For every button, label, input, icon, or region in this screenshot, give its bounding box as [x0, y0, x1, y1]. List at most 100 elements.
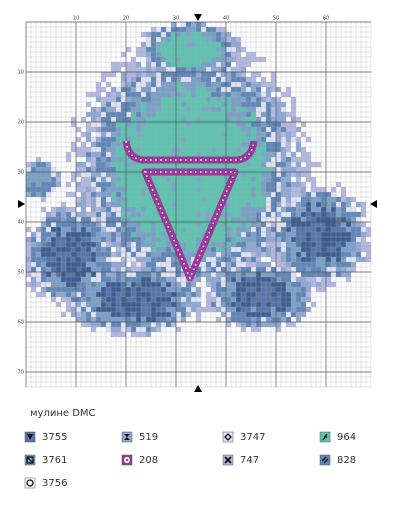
- stitch-cell: [186, 112, 191, 117]
- stitch-cell: [261, 252, 266, 257]
- stitch-cell: [271, 267, 276, 272]
- stitch-cell: [221, 132, 226, 137]
- stitch-cell: [316, 287, 321, 292]
- stitch-cell: [146, 262, 151, 267]
- stitch-cell: [291, 122, 296, 127]
- stitch-cell: [41, 162, 46, 167]
- stitch-cell: [121, 272, 126, 277]
- stitch-cell: [121, 297, 126, 302]
- stitch-cell: [201, 72, 206, 77]
- stitch-cell: [161, 202, 166, 207]
- stitch-cell: [136, 217, 141, 222]
- stitch-cell: [226, 147, 231, 152]
- stitch-cell: [301, 267, 306, 272]
- legend-symbol: [322, 433, 328, 441]
- stitch-cell: [176, 137, 181, 142]
- stitch-cell: [266, 267, 271, 272]
- stitch-cell: [236, 102, 241, 107]
- stitch-cell: [46, 257, 51, 262]
- stitch-cell: [311, 247, 316, 252]
- stitch-cell: [171, 187, 176, 192]
- stitch-cell: [271, 177, 276, 182]
- stitch-cell: [176, 27, 181, 32]
- stitch-cell: [226, 267, 231, 272]
- stitch-cell: [236, 302, 241, 307]
- stitch-cell: [221, 127, 226, 132]
- stitch-cell: [336, 212, 341, 217]
- stitch-cell: [171, 147, 176, 152]
- stitch-cell: [261, 287, 266, 292]
- stitch-cell: [256, 302, 261, 307]
- stitch-cell: [131, 162, 136, 167]
- stitch-cell: [126, 287, 131, 292]
- stitch-cell: [336, 197, 341, 202]
- stitch-cell: [136, 122, 141, 127]
- stitch-cell: [286, 272, 291, 277]
- grid: [25, 21, 372, 388]
- stitch-cell: [206, 267, 211, 272]
- stitch-cell: [121, 212, 126, 217]
- stitch-cell: [116, 277, 121, 282]
- stitch-cell: [176, 132, 181, 137]
- stitch-cell: [171, 217, 176, 222]
- stitch-cell: [171, 212, 176, 217]
- stitch-cell: [146, 187, 151, 192]
- legend-symbol: [26, 456, 34, 464]
- stitch-cell: [91, 202, 96, 207]
- stitch-cell: [241, 222, 246, 227]
- stitch-cell: [181, 107, 186, 112]
- stitch-cell: [56, 282, 61, 287]
- stitch-cell: [141, 92, 146, 97]
- stitch-cell: [246, 122, 251, 127]
- stitch-cell: [291, 267, 296, 272]
- stitch-cell: [76, 227, 81, 232]
- stitch-cell: [311, 232, 316, 237]
- stitch-cell: [211, 207, 216, 212]
- stitch-cell: [76, 302, 81, 307]
- stitch-cell: [81, 282, 86, 287]
- stitch-cell: [281, 197, 286, 202]
- stitch-cell: [206, 122, 211, 127]
- stitch-cell: [81, 237, 86, 242]
- stitch-cell: [116, 152, 121, 157]
- stitch-cell: [106, 207, 111, 212]
- stitch-cell: [56, 302, 61, 307]
- stitch-cell: [191, 297, 196, 302]
- stitch-cell: [241, 122, 246, 127]
- stitch-cell: [101, 72, 106, 77]
- stitch-cell: [196, 97, 201, 102]
- stitch-cell: [216, 67, 221, 72]
- stitch-cell: [211, 292, 216, 297]
- stitch-cell: [141, 332, 146, 337]
- stitch-cell: [96, 292, 101, 297]
- stitch-cell: [106, 312, 111, 317]
- stitch-cell: [266, 92, 271, 97]
- stitch-cell: [296, 237, 301, 242]
- stitch-cell: [226, 122, 231, 127]
- stitch-cell: [71, 277, 76, 282]
- stitch-cell: [151, 272, 156, 277]
- stitch-cell: [146, 112, 151, 117]
- stitch-cell: [171, 282, 176, 287]
- stitch-cell: [276, 132, 281, 137]
- stitch-cell: [246, 312, 251, 317]
- stitch-cell: [96, 227, 101, 232]
- stitch-cell: [76, 262, 81, 267]
- stitch-cell: [96, 207, 101, 212]
- stitch-cell: [231, 302, 236, 307]
- stitch-cell: [26, 177, 31, 182]
- stitch-cell: [226, 272, 231, 277]
- stitch-cell: [216, 42, 221, 47]
- stitch-cell: [221, 117, 226, 122]
- stitch-cell: [146, 147, 151, 152]
- stitch-cell: [236, 237, 241, 242]
- stitch-cell: [86, 192, 91, 197]
- stitch-cell: [201, 97, 206, 102]
- stitch-cell: [146, 207, 151, 212]
- stitch-cell: [236, 312, 241, 317]
- stitch-cell: [186, 212, 191, 217]
- stitch-cell: [151, 307, 156, 312]
- stitch-cell: [121, 152, 126, 157]
- stitch-cell: [246, 87, 251, 92]
- stitch-cell: [131, 202, 136, 207]
